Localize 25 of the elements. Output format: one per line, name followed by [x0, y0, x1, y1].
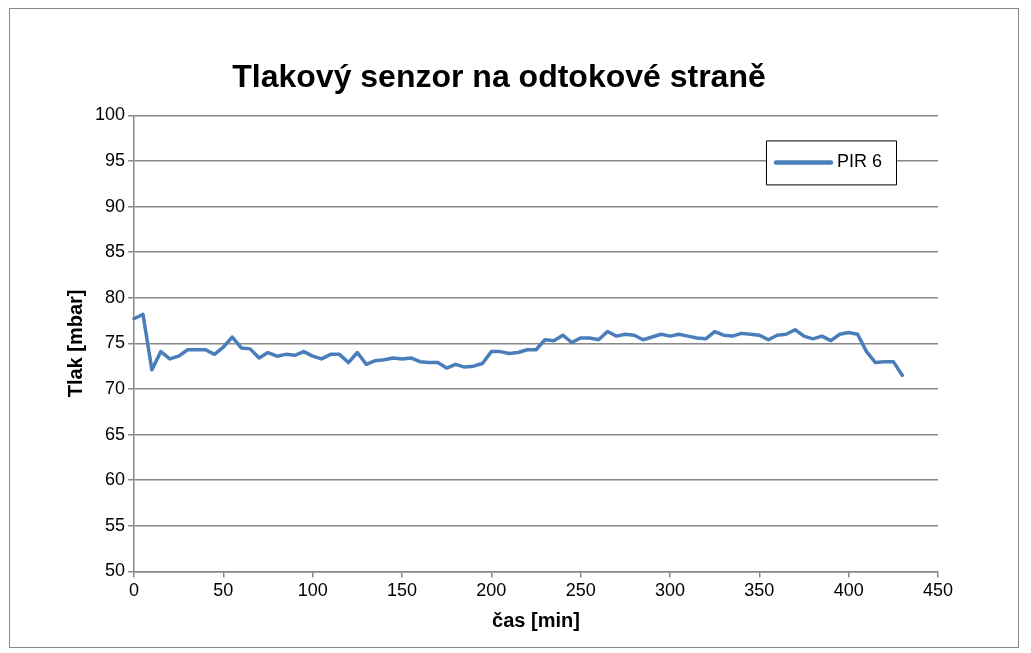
chart-title: Tlakový senzor na odtokové straně	[232, 58, 766, 95]
y-tick-label: 80	[105, 286, 126, 307]
y-tick-label: 75	[105, 332, 126, 353]
y-tick-label: 85	[105, 241, 126, 262]
x-tick-label: 0	[129, 580, 140, 601]
y-tick-label: 90	[105, 195, 126, 216]
x-axis-title: čas [min]	[492, 608, 580, 631]
x-tick-label: 350	[744, 580, 775, 601]
x-tick-label: 300	[654, 580, 686, 601]
y-tick-label: 95	[105, 149, 126, 170]
x-tick-label: 100	[297, 580, 328, 601]
y-tick-label: 100	[94, 104, 126, 125]
x-tick-label: 150	[387, 580, 418, 601]
y-tick-label: 70	[105, 377, 126, 398]
y-tick-label: 50	[105, 560, 126, 581]
y-axis-title: Tlak [mbar]	[63, 289, 86, 398]
y-tick-label: 60	[105, 469, 126, 490]
legend-label: PIR 6	[836, 151, 883, 172]
y-tick-label: 65	[105, 423, 126, 444]
x-tick-label: 450	[922, 580, 954, 601]
y-tick-label: 55	[105, 514, 126, 535]
x-tick-label: 250	[565, 580, 596, 601]
x-tick-label: 400	[833, 580, 864, 601]
x-tick-label: 200	[476, 580, 507, 601]
x-tick-label: 50	[213, 580, 234, 601]
